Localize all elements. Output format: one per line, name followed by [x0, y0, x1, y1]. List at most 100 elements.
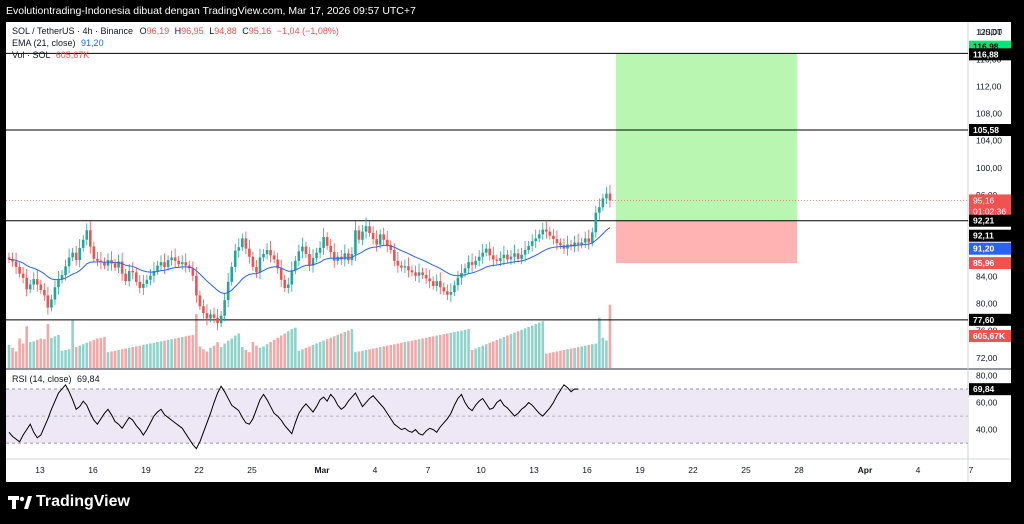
candle-body	[594, 212, 598, 233]
candle-body	[573, 242, 576, 247]
volume-legend[interactable]: Vol · SOL 605,67K	[12, 50, 89, 60]
volume-bar	[74, 347, 78, 368]
volume-bar	[223, 343, 226, 368]
price-chart-svg[interactable]: 72,0076,0080,0084,0088,0092,0096,00100,0…	[6, 22, 1011, 482]
candle-body	[11, 259, 14, 262]
volume-bar	[212, 345, 216, 368]
volume-bar	[28, 342, 32, 368]
candle-body	[308, 254, 311, 266]
volume-bar	[516, 331, 520, 368]
tradingview-logo-icon[interactable]	[8, 494, 32, 512]
time-axis-label: 4	[373, 465, 378, 475]
candle-body	[523, 249, 527, 255]
close-label: C	[242, 26, 249, 36]
rsi-label: RSI (14, close)	[12, 374, 72, 384]
symbol-legend: SOL / TetherUS · 4h · Binance O96,19 H96…	[12, 26, 339, 36]
volume-bar	[509, 334, 513, 368]
candle-body	[124, 273, 127, 282]
volume-bar	[446, 333, 449, 368]
volume-bar	[202, 349, 205, 368]
candle-body	[329, 245, 332, 252]
volume-bar	[244, 350, 248, 368]
volume-bar	[534, 324, 538, 368]
price-label-box	[969, 242, 1011, 255]
candle-body	[322, 237, 325, 248]
candle-body	[495, 259, 499, 261]
candle-body	[537, 234, 541, 239]
candle-body	[442, 287, 446, 292]
volume-bar	[301, 349, 304, 368]
rsi-line	[8, 384, 579, 450]
time-axis-label: 7	[969, 465, 974, 475]
price-axis-label: 91,20	[973, 244, 995, 254]
candle-body	[400, 265, 403, 268]
candle-body	[67, 257, 71, 267]
candle-body	[545, 229, 548, 232]
candle-body	[318, 247, 322, 253]
volume-bar	[428, 337, 431, 368]
open-value: 96,19	[146, 26, 170, 36]
volume-bar	[43, 339, 46, 368]
price-axis-label: 605,67K	[973, 331, 1006, 341]
time-axis-label: 22	[688, 465, 698, 475]
volume-bar	[389, 344, 393, 368]
volume-bar	[21, 343, 25, 368]
rsi-legend[interactable]: RSI (14, close) 69,84	[12, 374, 100, 384]
candle-body	[446, 291, 449, 295]
volume-bar	[354, 352, 357, 368]
volume-bar	[378, 347, 382, 368]
candle-body	[120, 261, 124, 274]
price-axis-label: 92,11	[973, 231, 994, 241]
volume-bar	[163, 340, 166, 368]
ema-legend[interactable]: EMA (21, close) 91,20	[12, 38, 104, 48]
price-label-box	[969, 229, 1011, 242]
volume-bar	[138, 345, 142, 368]
volume-bar	[156, 342, 159, 368]
volume-bar	[269, 342, 272, 368]
volume-bar	[258, 347, 262, 368]
volume-bar	[14, 351, 18, 368]
candle-body	[530, 241, 534, 246]
candle-body	[180, 262, 184, 265]
candle-body	[389, 245, 393, 250]
time-axis-label: 25	[741, 465, 751, 475]
time-axis-label: 28	[794, 465, 804, 475]
volume-bar	[46, 324, 50, 368]
candle-body	[14, 261, 18, 267]
candle-body	[347, 253, 350, 261]
price-tick-label: 112,00	[976, 81, 1002, 91]
candle-body	[548, 231, 552, 236]
currency-label[interactable]: USDT	[979, 27, 1003, 37]
time-axis-label: 13	[529, 465, 539, 475]
tradingview-brand[interactable]: TradingView	[36, 493, 130, 510]
volume-bar	[272, 339, 276, 368]
volume-bar	[431, 336, 435, 368]
time-axis-label: 4	[916, 465, 921, 475]
ema-line	[8, 227, 611, 294]
volume-bar	[438, 334, 442, 368]
candle-body	[262, 254, 265, 258]
last-price-label: 95,16	[973, 195, 995, 205]
candle-body	[85, 230, 89, 240]
symbol-title[interactable]: SOL / TetherUS · 4h · Binance	[12, 26, 134, 36]
candle-body	[509, 256, 513, 260]
rsi-value-text: 69,84	[77, 374, 100, 384]
candle-body	[25, 277, 28, 290]
candle-body	[163, 262, 166, 267]
volume-bar	[50, 337, 53, 368]
chart-panel[interactable]: 72,0076,0080,0084,0088,0092,0096,00100,0…	[6, 22, 1011, 482]
time-axis-label: 16	[582, 465, 592, 475]
candle-body	[241, 238, 244, 248]
candle-body	[276, 259, 279, 269]
candle-body	[53, 287, 57, 300]
volume-bar	[491, 341, 495, 368]
candle-body	[396, 260, 400, 266]
candle-body	[601, 198, 605, 208]
candle-body	[103, 262, 106, 266]
price-label-box	[969, 124, 1011, 137]
candle-body	[541, 229, 545, 235]
time-axis-label: 19	[141, 465, 151, 475]
stop-zone	[616, 220, 797, 264]
volume-bar	[89, 341, 92, 368]
candle-body	[513, 253, 516, 257]
